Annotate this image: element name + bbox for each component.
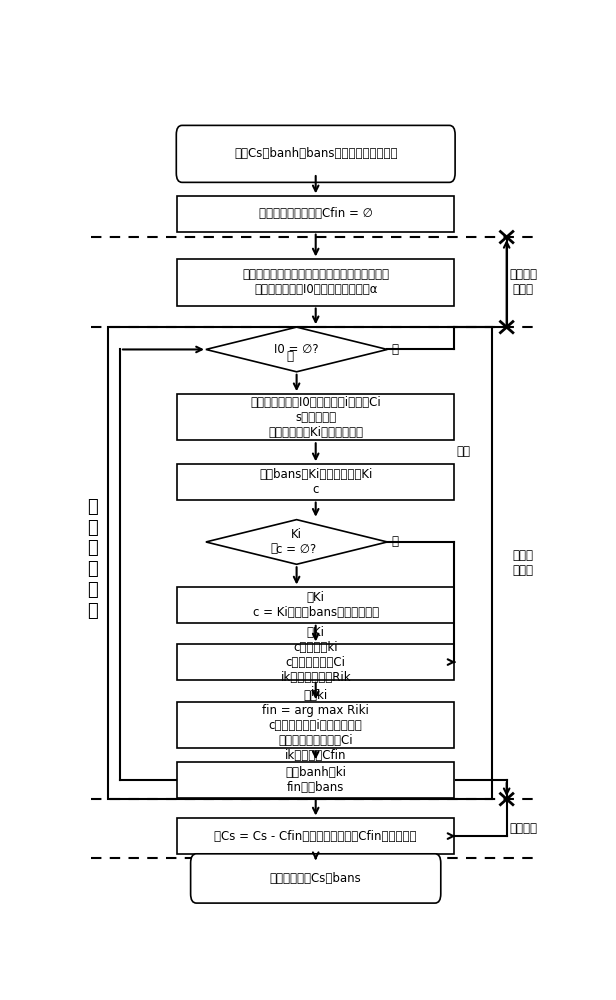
Bar [177, 762, 454, 798]
Text: 令Cs = Cs - Cfin，并从模型中删除Cfin所包含约束: 令Cs = Cs - Cfin，并从模型中删除Cfin所包含约束 [214, 830, 417, 843]
Text: 是: 是 [270, 542, 277, 555]
Text: 利用banh与ki
fin更新bans: 利用banh与ki fin更新bans [285, 766, 346, 794]
Text: 约
束
松
弛
算
法: 约 束 松 弛 算 法 [87, 498, 98, 620]
Bar [177, 464, 454, 500]
Bar [177, 196, 454, 232]
Text: I0 = ∅?: I0 = ∅? [274, 343, 319, 356]
Text: 为Ki
c中的员工ki
c构建约束子集Ci
ik并计算指标值Rik
ic: 为Ki c中的员工ki c构建约束子集Ci ik并计算指标值Rik ic [280, 626, 351, 699]
Text: 利用bans对Ki进行修正得到Ki
c: 利用bans对Ki进行修正得到Ki c [259, 468, 373, 496]
Text: 按规则对任务进行排序，选取排序靠前的任务组
成待松弛任务集I0，任务选取比例为α: 按规则对任务进行排序，选取排序靠前的任务组 成待松弛任务集I0，任务选取比例为α [242, 268, 389, 296]
Bar [177, 259, 454, 306]
Text: 获取Cs，banh，bans与任务、人员等信息: 获取Cs，banh，bans与任务、人员等信息 [234, 147, 397, 160]
Text: 否: 否 [286, 350, 293, 363]
Bar [177, 587, 454, 623]
Bar [177, 818, 454, 854]
Bar [177, 644, 454, 680]
Text: 返回更新后的Cs与bans: 返回更新后的Cs与bans [270, 872, 362, 885]
Text: 按所规定排序从I0中取出任务i，定义Ci
s为该任务的
软约束集合与Ki为候选员工集: 按所规定排序从I0中取出任务i，定义Ci s为该任务的 软约束集合与Ki为候选员… [250, 396, 381, 439]
FancyBboxPatch shape [190, 854, 441, 903]
Polygon shape [206, 520, 387, 564]
Text: Ki
c = ∅?: Ki c = ∅? [277, 528, 317, 556]
Text: 令Ki
c = Ki，并对bans进行反向修正: 令Ki c = Ki，并对bans进行反向修正 [253, 591, 379, 619]
Text: 待松弛任
务确定: 待松弛任 务确定 [509, 268, 537, 296]
Bar [177, 702, 454, 748]
FancyBboxPatch shape [176, 125, 455, 182]
Text: 否: 否 [391, 535, 398, 548]
Text: 约束删除: 约束删除 [509, 822, 537, 835]
Text: 是: 是 [391, 343, 398, 356]
Text: 否是: 否是 [456, 445, 471, 458]
Text: 构建待约束松弛集合Cfin = ∅: 构建待约束松弛集合Cfin = ∅ [259, 207, 373, 220]
Bar [108, 327, 492, 799]
Polygon shape [206, 327, 387, 372]
Bar [177, 394, 454, 440]
Text: 松弛约
束确定: 松弛约 束确定 [513, 549, 534, 577]
Text: 定义ki
fin = arg max Riki
c为算法为任务i选择的员工；
将其对应的约束子集Ci
ik加入到中Cfin: 定义ki fin = arg max Riki c为算法为任务i选择的员工； 将… [262, 689, 369, 762]
